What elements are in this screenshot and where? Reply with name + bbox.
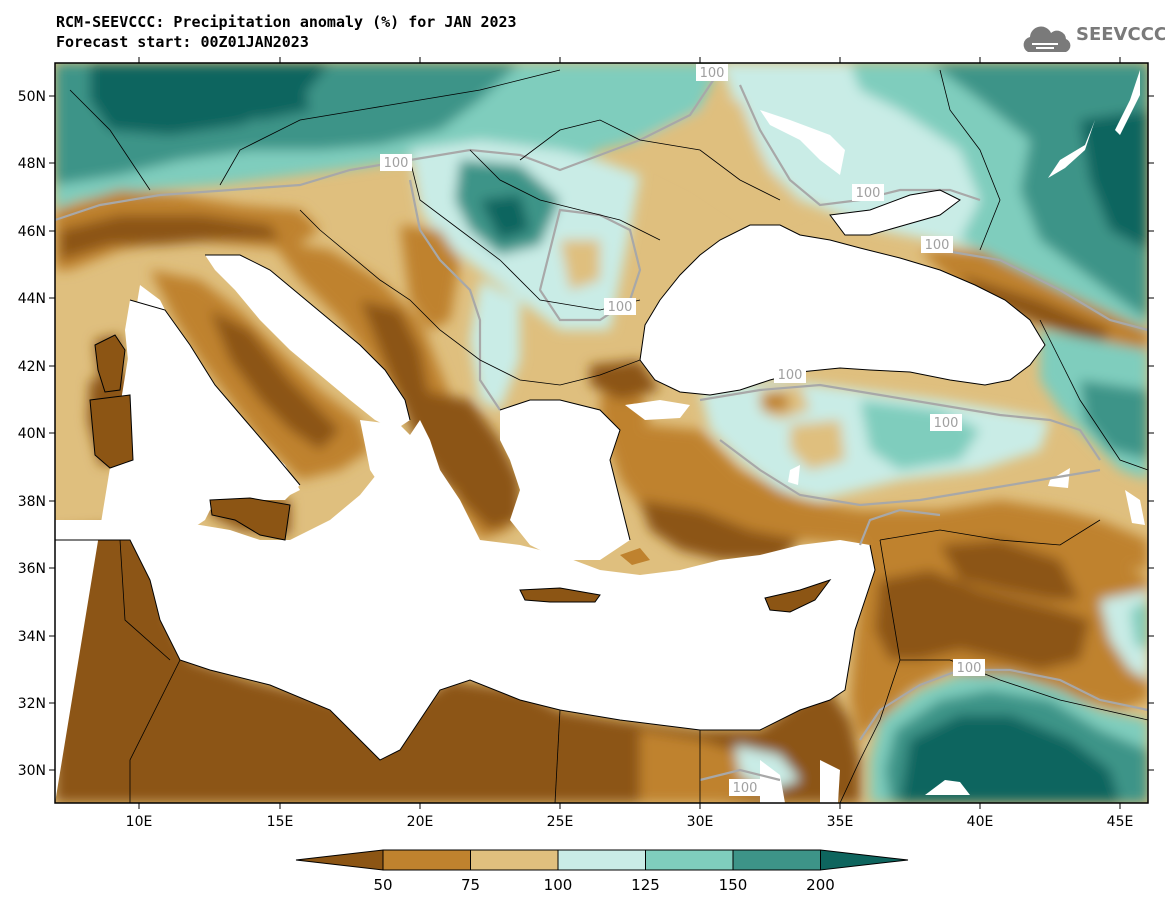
islands: [90, 335, 830, 612]
svg-text:100: 100: [778, 368, 803, 383]
lat-tick: 32N: [18, 696, 1154, 712]
contour-label: 100: [774, 366, 806, 383]
svg-text:35E: 35E: [827, 814, 854, 830]
colorbar-segment: [732, 849, 821, 871]
lat-tick: 42N: [18, 359, 1154, 375]
anomaly-field: 100 100 100 100 100 100 100 100 100: [55, 63, 1148, 803]
colorbar-label: 125: [631, 876, 660, 894]
lat-tick: 40N: [18, 426, 1154, 442]
svg-text:50N: 50N: [18, 89, 46, 105]
lon-tick: 35E: [827, 57, 854, 830]
svg-text:45E: 45E: [1107, 814, 1134, 830]
svg-text:100: 100: [934, 416, 959, 431]
lat-tick: 30N: [18, 763, 1154, 779]
lon-tick: 25E: [547, 57, 574, 830]
lon-tick: 45E: [1107, 57, 1134, 830]
lat-tick: 46N: [18, 224, 1154, 240]
colorbar-label: 75: [461, 876, 480, 894]
water-mask: [55, 70, 1145, 803]
svg-text:32N: 32N: [18, 696, 46, 712]
lat-tick: 50N: [18, 89, 1154, 105]
borders: [69, 69, 1148, 803]
svg-text:10E: 10E: [126, 814, 153, 830]
colorbar-label: 150: [719, 876, 748, 894]
seevccc-logo: SEEVCCC: [1018, 22, 1165, 58]
svg-text:46N: 46N: [18, 224, 46, 240]
contour-label: 100: [604, 298, 636, 315]
svg-text:100: 100: [856, 186, 881, 201]
svg-text:25E: 25E: [547, 814, 574, 830]
title-line-1: RCM-SEEVCCC: Precipitation anomaly (%) f…: [56, 13, 517, 31]
contour-100: [55, 69, 1148, 782]
svg-text:30N: 30N: [18, 763, 46, 779]
svg-text:38N: 38N: [18, 494, 46, 510]
colorbar-segment: [470, 849, 559, 871]
lon-tick: 30E: [687, 57, 714, 830]
colorbar-segment: [820, 849, 909, 871]
lon-tick: 10E: [126, 57, 153, 830]
coastlines: [55, 189, 1046, 761]
colorbar-segment: [645, 849, 734, 871]
lon-tick: 20E: [407, 57, 434, 830]
lon-tick: 15E: [267, 57, 294, 830]
contour-label: 100: [930, 414, 962, 431]
svg-text:40E: 40E: [967, 814, 994, 830]
svg-text:30E: 30E: [687, 814, 714, 830]
lat-tick: 36N: [18, 561, 1154, 577]
colorbar-segment: [557, 849, 646, 871]
colorbar-label: 200: [806, 876, 835, 894]
contour-label: 100: [729, 779, 761, 796]
svg-text:20E: 20E: [407, 814, 434, 830]
logo-text: SEEVCCC: [1076, 24, 1165, 45]
colorbar-label: 100: [544, 876, 573, 894]
lon-axis: 10E 15E 20E 25E 30E 35E 40E 45E: [126, 57, 1134, 830]
svg-text:36N: 36N: [18, 561, 46, 577]
svg-text:42N: 42N: [18, 359, 46, 375]
title-line-2: Forecast start: 00Z01JAN2023: [56, 33, 309, 51]
lat-tick: 48N: [18, 156, 1154, 172]
svg-text:100: 100: [700, 66, 725, 81]
contour-label: 100: [696, 64, 728, 81]
contour-label: 100: [953, 659, 985, 676]
contour-labels: 100 100 100 100 100 100 100 100 100: [380, 64, 985, 796]
svg-text:100: 100: [733, 781, 758, 796]
contour-label: 100: [921, 236, 953, 253]
lat-axis: 50N 48N 46N 44N 42N 40N 38N 36N 34N 32N …: [18, 89, 1154, 779]
svg-text:100: 100: [925, 238, 950, 253]
colorbar-segment: [295, 849, 384, 871]
svg-text:100: 100: [608, 300, 633, 315]
contour-label: 100: [380, 154, 412, 171]
svg-text:44N: 44N: [18, 291, 46, 307]
cloud-icon: [1023, 26, 1071, 52]
lat-tick: 44N: [18, 291, 1154, 307]
svg-text:40N: 40N: [18, 426, 46, 442]
svg-text:15E: 15E: [267, 814, 294, 830]
svg-text:100: 100: [384, 156, 409, 171]
svg-text:100: 100: [957, 661, 982, 676]
contour-label: 100: [852, 184, 884, 201]
lat-tick: 34N: [18, 629, 1154, 645]
svg-text:48N: 48N: [18, 156, 46, 172]
svg-text:34N: 34N: [18, 629, 46, 645]
colorbar-label: 50: [373, 876, 392, 894]
lat-tick: 38N: [18, 494, 1154, 510]
map-title: RCM-SEEVCCC: Precipitation anomaly (%) f…: [56, 12, 517, 52]
lon-tick: 40E: [967, 57, 994, 830]
colorbar-segment: [382, 849, 471, 871]
colorbar: 50 75 100 125 150 200: [295, 849, 909, 894]
